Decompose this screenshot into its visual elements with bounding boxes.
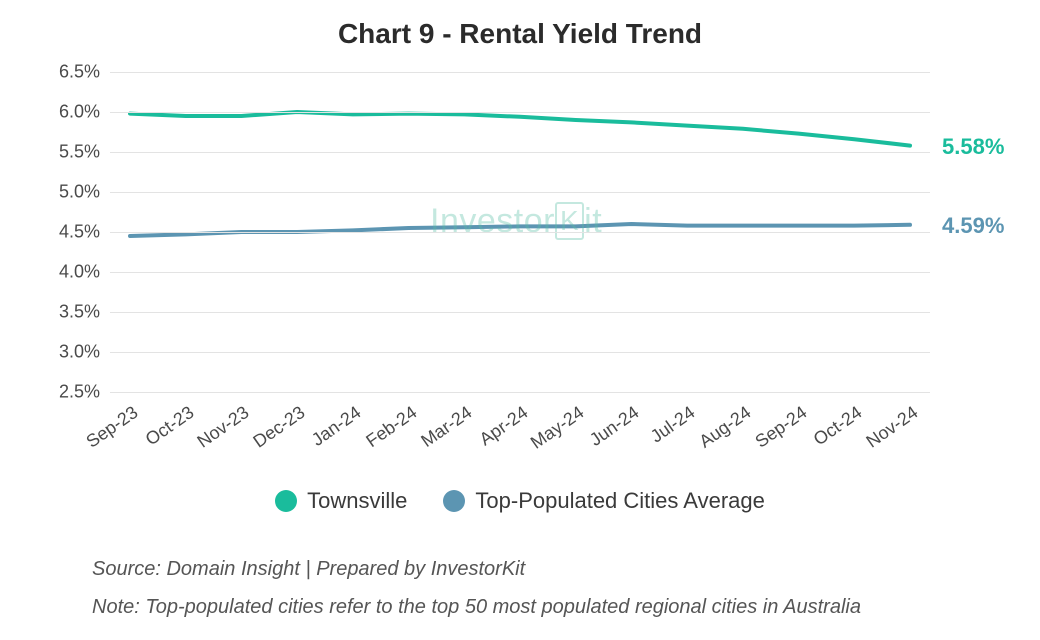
chart-container: Chart 9 - Rental Yield Trend InvestorKit…: [0, 0, 1040, 640]
x-axis-label: Feb-24: [362, 402, 421, 452]
x-axis-label: Mar-24: [418, 402, 477, 452]
x-axis-label: Oct-23: [141, 402, 197, 450]
x-axis-label: Aug-24: [695, 402, 755, 452]
grid-line: [110, 72, 930, 73]
grid-line: [110, 312, 930, 313]
grid-line: [110, 192, 930, 193]
x-axis-label: Jul-24: [647, 402, 699, 447]
x-axis-label: Sep-24: [751, 402, 811, 452]
x-axis-label: Sep-23: [82, 402, 142, 452]
legend-label: Top-Populated Cities Average: [475, 488, 764, 514]
x-axis-label: Oct-24: [810, 402, 866, 450]
x-axis-label: May-24: [527, 402, 588, 454]
legend-marker: [275, 490, 297, 512]
grid-line: [110, 272, 930, 273]
legend: Townsville Top-Populated Cities Average: [0, 488, 1040, 518]
y-axis-label: 2.5%: [59, 382, 100, 403]
grid-line: [110, 352, 930, 353]
y-axis-label: 4.5%: [59, 222, 100, 243]
y-axis-label: 6.5%: [59, 62, 100, 83]
legend-marker: [443, 490, 465, 512]
y-axis-label: 6.0%: [59, 102, 100, 123]
x-axis-label: Dec-23: [250, 402, 310, 452]
series-end-label: 4.59%: [942, 213, 1004, 239]
x-axis-label: Jan-24: [308, 402, 365, 451]
legend-item: Top-Populated Cities Average: [443, 488, 764, 514]
x-axis-label: Nov-23: [194, 402, 254, 452]
chart-title: Chart 9 - Rental Yield Trend: [0, 18, 1040, 50]
source-line: Source: Domain Insight | Prepared by Inv…: [92, 558, 525, 581]
x-axis-label: Nov-24: [862, 402, 922, 452]
y-axis-label: 5.0%: [59, 182, 100, 203]
y-axis-label: 5.5%: [59, 142, 100, 163]
grid-line: [110, 152, 930, 153]
x-axis-label: Jun-24: [586, 402, 643, 451]
y-axis-label: 3.0%: [59, 342, 100, 363]
plot-area: InvestorKit 2.5%3.0%3.5%4.0%4.5%5.0%5.5%…: [110, 72, 930, 392]
legend-item: Townsville: [275, 488, 407, 514]
series-line: [130, 112, 910, 146]
y-axis-label: 3.5%: [59, 302, 100, 323]
x-axis-label: Apr-24: [476, 402, 532, 450]
grid-line: [110, 112, 930, 113]
grid-line: [110, 232, 930, 233]
note-line: Note: Top-populated cities refer to the …: [92, 596, 861, 619]
grid-line: [110, 392, 930, 393]
series-line: [130, 224, 910, 236]
legend-label: Townsville: [307, 488, 407, 514]
series-end-label: 5.58%: [942, 134, 1004, 160]
y-axis-label: 4.0%: [59, 262, 100, 283]
